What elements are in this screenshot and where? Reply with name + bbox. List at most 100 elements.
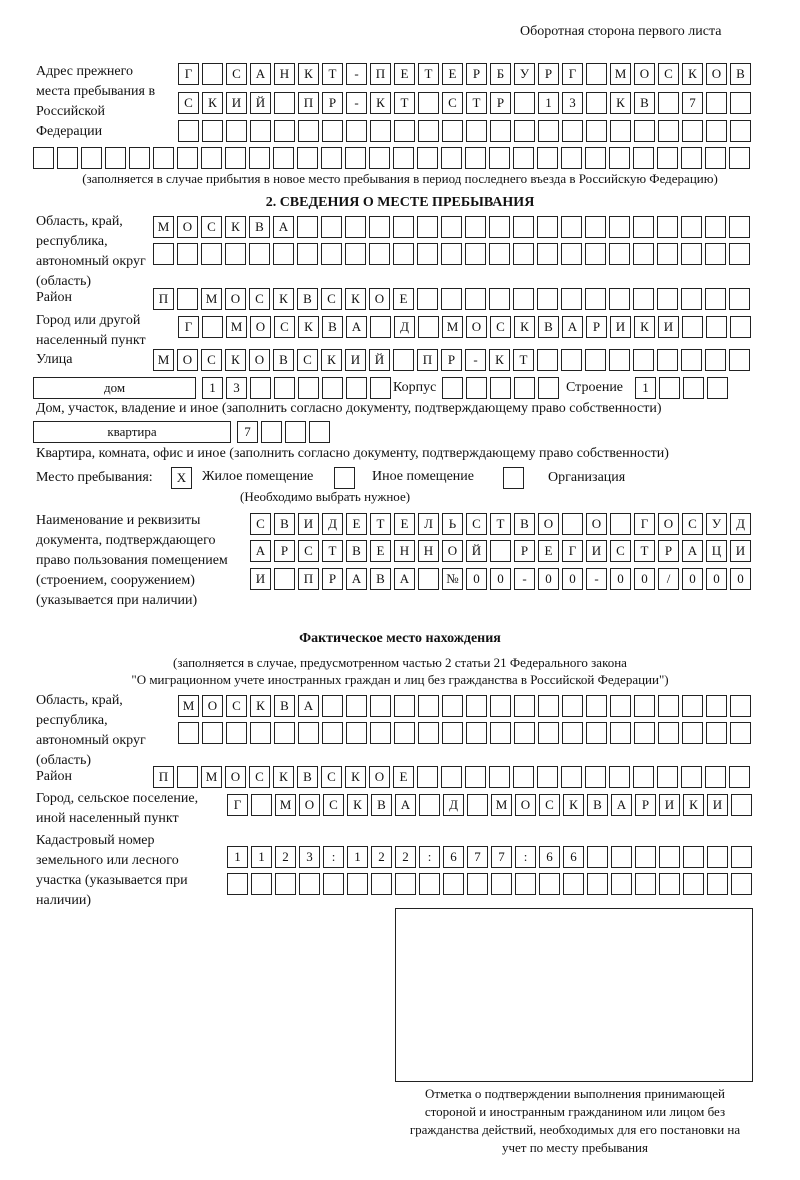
char-cell[interactable]: Т [466,92,487,114]
char-cell[interactable]: 0 [490,568,511,590]
char-cell[interactable] [705,766,726,788]
char-cell[interactable]: К [682,63,703,85]
char-cell[interactable] [514,695,535,717]
char-cell[interactable] [297,243,318,265]
char-cell[interactable] [490,722,511,744]
char-cell[interactable]: Т [394,92,415,114]
char-cell[interactable] [57,147,78,169]
char-cell[interactable]: О [538,513,559,535]
char-cell[interactable] [657,349,678,371]
char-cell[interactable]: 3 [299,846,320,868]
char-cell[interactable]: А [250,540,271,562]
char-cell[interactable] [610,120,631,142]
char-cell[interactable]: Т [513,349,534,371]
char-cell[interactable]: О [466,316,487,338]
char-cell[interactable]: А [250,63,271,85]
char-cell[interactable] [537,288,558,310]
char-cell[interactable] [489,216,510,238]
char-cell[interactable]: 0 [682,568,703,590]
char-cell[interactable] [490,120,511,142]
char-cell[interactable]: К [298,63,319,85]
char-cell[interactable]: Д [443,794,464,816]
char-cell[interactable] [251,794,272,816]
char-cell[interactable]: У [706,513,727,535]
char-cell[interactable] [321,216,342,238]
char-cell[interactable]: Н [418,540,439,562]
char-cell[interactable] [33,147,54,169]
char-cell[interactable] [418,92,439,114]
char-cell[interactable]: К [683,794,704,816]
char-cell[interactable] [514,377,535,399]
char-cell[interactable] [418,316,439,338]
char-cell[interactable]: С [321,766,342,788]
char-cell[interactable]: П [153,766,174,788]
char-cell[interactable]: : [419,846,440,868]
char-cell[interactable] [417,288,438,310]
char-cell[interactable]: С [226,63,247,85]
char-cell[interactable] [202,316,223,338]
char-cell[interactable]: К [489,349,510,371]
char-cell[interactable] [514,120,535,142]
char-cell[interactable]: С [442,92,463,114]
char-cell[interactable]: В [346,540,367,562]
char-cell[interactable] [394,120,415,142]
char-cell[interactable]: 1 [251,846,272,868]
char-cell[interactable]: И [658,316,679,338]
char-cell[interactable] [658,695,679,717]
char-cell[interactable]: Р [490,92,511,114]
char-cell[interactable] [417,216,438,238]
char-cell[interactable]: О [515,794,536,816]
char-cell[interactable]: С [490,316,511,338]
char-cell[interactable] [274,722,295,744]
char-cell[interactable]: И [730,540,751,562]
char-cell[interactable] [227,873,248,895]
char-cell[interactable] [682,695,703,717]
char-cell[interactable] [730,722,751,744]
char-cell[interactable] [443,873,464,895]
char-cell[interactable]: Ь [442,513,463,535]
char-cell[interactable]: В [370,568,391,590]
char-cell[interactable]: А [682,540,703,562]
char-cell[interactable] [465,216,486,238]
char-cell[interactable]: С [610,540,631,562]
char-cell[interactable]: П [417,349,438,371]
char-cell[interactable] [730,120,751,142]
char-cell[interactable] [586,120,607,142]
char-cell[interactable] [513,216,534,238]
char-cell[interactable] [442,695,463,717]
char-cell[interactable] [731,794,752,816]
char-cell[interactable] [730,316,751,338]
char-cell[interactable]: А [394,568,415,590]
char-cell[interactable] [275,873,296,895]
char-cell[interactable] [298,377,319,399]
char-cell[interactable] [634,722,655,744]
char-cell[interactable] [299,873,320,895]
char-cell[interactable] [345,216,366,238]
char-cell[interactable]: - [465,349,486,371]
char-cell[interactable]: Р [658,540,679,562]
char-cell[interactable] [417,147,438,169]
char-cell[interactable] [467,794,488,816]
char-cell[interactable] [273,243,294,265]
char-cell[interactable]: В [730,63,751,85]
char-cell[interactable] [633,147,654,169]
char-cell[interactable] [659,377,680,399]
char-cell[interactable] [441,147,462,169]
char-cell[interactable] [441,766,462,788]
char-cell[interactable]: С [249,766,270,788]
char-cell[interactable]: А [611,794,632,816]
char-cell[interactable] [610,695,631,717]
char-cell[interactable] [394,695,415,717]
char-cell[interactable]: О [706,63,727,85]
char-cell[interactable] [585,243,606,265]
char-cell[interactable] [707,873,728,895]
char-cell[interactable]: И [298,513,319,535]
char-cell[interactable]: О [177,349,198,371]
char-cell[interactable] [537,147,558,169]
char-cell[interactable]: / [658,568,679,590]
char-cell[interactable] [201,147,222,169]
char-cell[interactable]: В [249,216,270,238]
char-cell[interactable]: Д [322,513,343,535]
char-cell[interactable]: Б [490,63,511,85]
char-cell[interactable]: Е [346,513,367,535]
